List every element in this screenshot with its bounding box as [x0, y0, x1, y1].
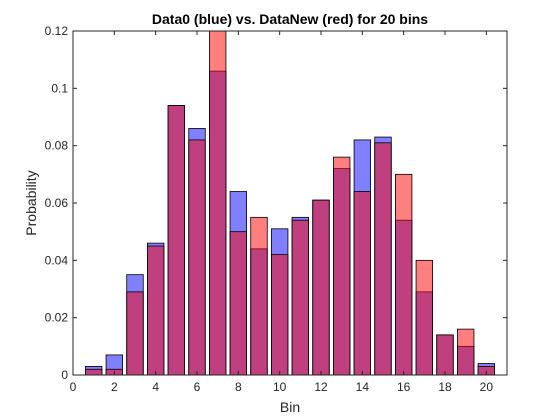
bar-series2-bin-9	[251, 217, 268, 375]
bar-series2-bin-19	[457, 329, 474, 375]
x-tick-label: 2	[111, 380, 118, 394]
x-tick-label: 20	[480, 380, 494, 394]
y-tick-label: 0.12	[45, 24, 69, 38]
y-tick-label: 0.06	[45, 196, 69, 210]
bar-series2-bin-14	[354, 192, 371, 375]
x-tick-label: 12	[314, 380, 328, 394]
bar-series2-bin-5	[168, 106, 185, 375]
y-tick-label: 0.08	[45, 139, 69, 153]
y-tick-label: 0.1	[51, 81, 68, 95]
bar-series2-bin-8	[230, 232, 247, 375]
y-tick-label: 0.04	[45, 253, 69, 267]
y-tick-label: 0.02	[45, 311, 69, 325]
bar-series2-bin-10	[271, 255, 288, 375]
bar-series2-bin-18	[437, 335, 454, 375]
chart-title: Data0 (blue) vs. DataNew (red) for 20 bi…	[152, 11, 428, 27]
x-tick-label: 18	[438, 380, 452, 394]
x-tick-label: 0	[70, 380, 77, 394]
bar-series2-bin-7	[209, 28, 226, 375]
bar-series2-bin-3	[127, 292, 144, 375]
bar-series2-bin-1	[85, 369, 102, 375]
bar-series2-bin-11	[292, 220, 309, 375]
bar-series2-bin-6	[189, 140, 206, 375]
x-tick-label: 4	[152, 380, 159, 394]
x-tick-label: 16	[397, 380, 411, 394]
x-tick-label: 6	[194, 380, 201, 394]
x-axis-label: Bin	[280, 399, 300, 415]
bar-series2-bin-13	[333, 157, 350, 375]
x-tick-label: 10	[273, 380, 287, 394]
bar-series2-bin-15	[375, 143, 392, 375]
bar-series2-bin-17	[416, 260, 433, 375]
y-axis-label: Probability	[23, 170, 39, 235]
x-tick-label: 14	[356, 380, 370, 394]
x-tick-label: 8	[235, 380, 242, 394]
y-tick-label: 0	[61, 368, 68, 382]
bar-series2-bin-16	[395, 174, 412, 375]
bar-series2-bin-4	[147, 246, 164, 375]
bar-series2-bin-12	[313, 200, 330, 375]
